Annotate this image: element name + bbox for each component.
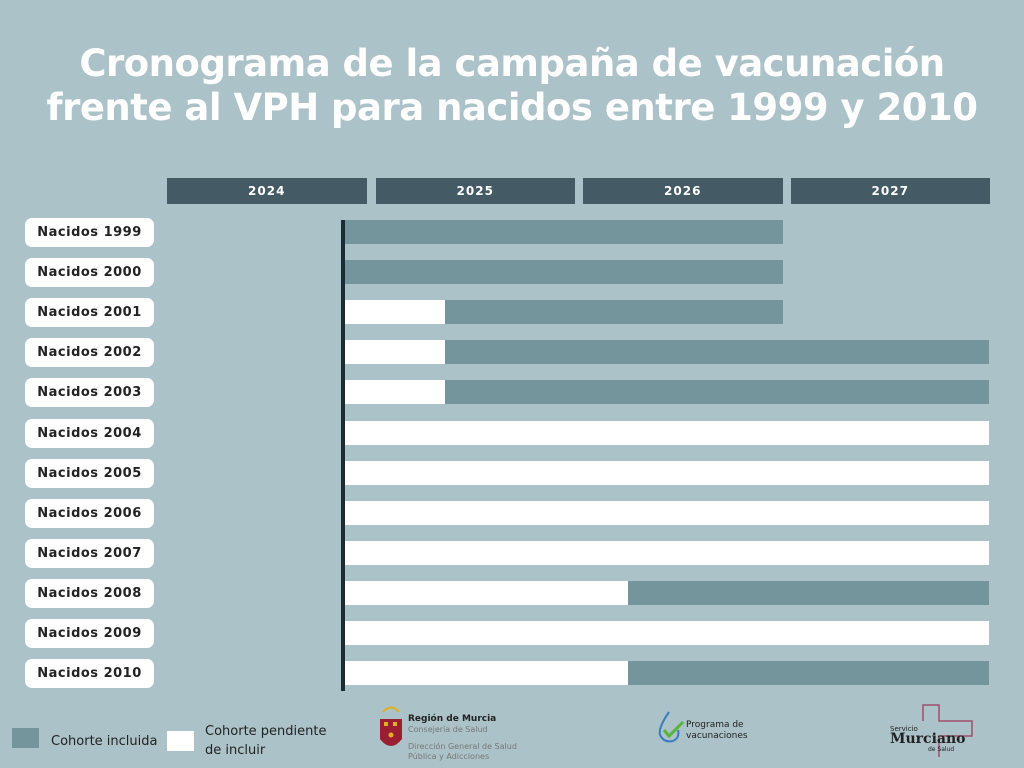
sms-line-2: Murciano [890,731,966,747]
murcia-dir-1: Dirección General de Salud [408,742,517,751]
programa-line-1: Programa de [686,720,744,730]
bar-included [445,380,989,405]
bar-included [445,300,784,325]
year-header-2027: 2027 [790,178,990,204]
row-label: Nacidos 2002 [25,338,154,368]
row-label: Nacidos 2000 [25,258,154,288]
bar-pending [345,540,989,565]
row-label: Nacidos 1999 [25,218,154,247]
row-label: Nacidos 2006 [25,498,154,528]
year-header-2026: 2026 [583,178,783,204]
year-header-2025: 2025 [375,178,575,204]
cross-outline-icon [922,704,973,757]
campaign-start-line [341,220,345,691]
bar-pending [345,500,989,525]
bar-included [627,661,989,686]
bar-pending [345,580,628,605]
bar-pending [345,300,446,325]
bar-pending [345,380,446,405]
row-label: Nacidos 2004 [25,418,154,448]
programa-line-2: vacunaciones [686,731,748,741]
page-title: Cronograma de la campaña de vacunación f… [0,42,1024,130]
row-label: Nacidos 2001 [25,298,154,328]
sms-line-3: de Salud [928,746,955,753]
legend-label-included: Cohorte incluida [51,734,158,749]
row-label: Nacidos 2008 [25,578,154,608]
row-label: Nacidos 2009 [25,619,154,648]
title-line-1: Cronograma de la campaña de vacunación [79,42,945,85]
bar-included [627,580,989,605]
year-header-2024: 2024 [167,178,367,204]
murcia-dir-2: Pública y Adicciones [408,752,490,761]
row-label: Nacidos 2003 [25,378,154,408]
water-drop-check-icon [658,711,685,743]
sms-line-1: Servicio [890,725,918,733]
bar-pending [345,661,628,686]
bar-pending [345,460,989,485]
row-label: Nacidos 2010 [25,659,154,689]
murcia-coat-of-arms-icon [380,706,402,746]
row-label: Nacidos 2005 [25,458,154,488]
bar-included [345,220,784,244]
legend-label-pending: Cohorte pendiente de incluir [205,724,327,758]
murcia-sub: Consejería de Salud [408,725,488,734]
legend-swatch-pending [167,731,194,751]
legend-swatch-included [12,728,39,748]
bar-pending [345,621,989,645]
row-label: Nacidos 2007 [25,538,154,568]
title-line-2: frente al VPH para nacidos entre 1999 y … [46,86,978,129]
bar-pending [345,420,989,445]
murcia-name: Región de Murcia [408,714,497,724]
bar-included [445,340,989,365]
bar-included [345,260,784,285]
bar-pending [345,340,446,365]
